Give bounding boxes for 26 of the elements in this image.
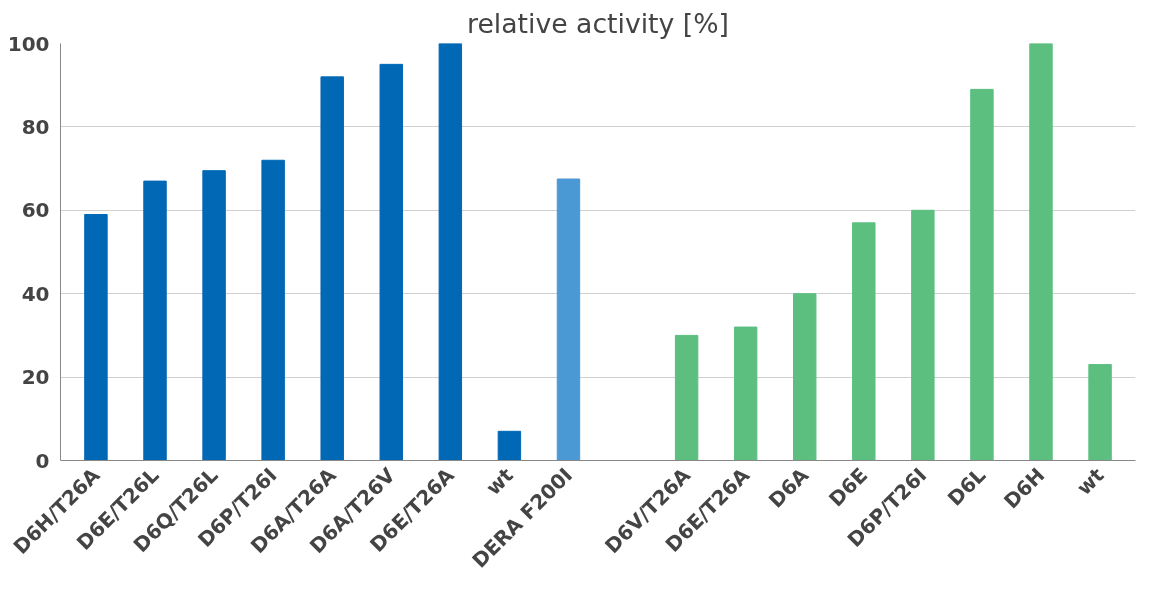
chart-title: relative activity [%] xyxy=(467,7,729,39)
y-tick-label: 40 xyxy=(21,281,50,306)
y-tick-label: 20 xyxy=(21,365,50,390)
bar xyxy=(733,326,758,461)
y-tick-label: 80 xyxy=(21,114,50,139)
bar xyxy=(261,159,285,461)
bar xyxy=(852,222,876,461)
bar xyxy=(556,178,581,461)
x-tick-label: wt xyxy=(481,462,519,500)
bar xyxy=(84,213,108,461)
bar xyxy=(1088,364,1112,461)
bar xyxy=(970,88,994,461)
bar xyxy=(911,209,935,461)
x-tick-label: wt xyxy=(1071,462,1109,500)
bar xyxy=(674,334,699,461)
bar xyxy=(1029,43,1053,461)
bar xyxy=(438,43,463,461)
y-tick-label: 60 xyxy=(21,198,50,223)
bar xyxy=(202,170,226,461)
y-tick-label: 100 xyxy=(7,31,50,56)
y-tick-label: 0 xyxy=(35,448,50,473)
bar xyxy=(143,180,167,461)
bar xyxy=(320,76,344,461)
bar xyxy=(379,63,403,461)
bar xyxy=(497,430,522,461)
bar xyxy=(793,293,817,461)
